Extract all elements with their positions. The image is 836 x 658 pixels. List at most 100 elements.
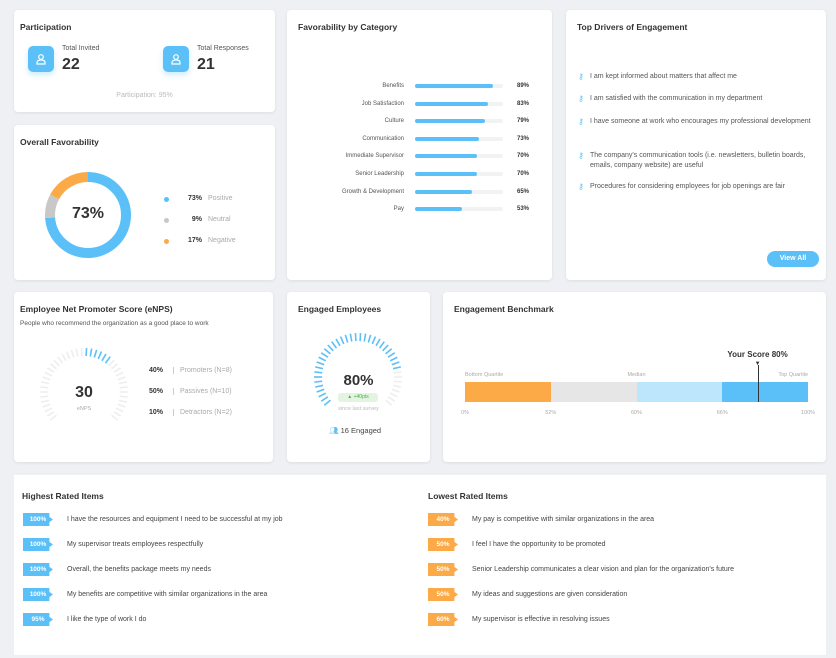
engaged-gauge (314, 333, 402, 406)
benchmark-label: Median (627, 372, 646, 378)
legend-label: Positive (208, 195, 233, 202)
category-bar (415, 172, 477, 176)
item-text: I feel I have the opportunity to be prom… (472, 541, 606, 548)
gauge-tick (387, 352, 396, 358)
gauge-tick (119, 395, 128, 398)
lowest-item: 60% My supervisor is effective in resolvi… (428, 613, 828, 626)
score-badge: 40% (428, 513, 458, 526)
gauge-tick (111, 414, 119, 421)
responses-label: Total Responses (197, 45, 249, 52)
enps-row-pct: 50% (149, 388, 164, 395)
category-bar (415, 154, 477, 159)
category-row: Pay 53% (287, 204, 552, 216)
driver-item[interactable]: ⚷ Procedures for considering employees fo… (578, 182, 813, 192)
enps-card: Employee Net Promoter Score (eNPS) Peopl… (14, 292, 273, 462)
gauge-tick (44, 371, 53, 377)
category-label: Culture (384, 118, 404, 125)
gauge-tick (382, 344, 389, 352)
category-label: Job Satisfaction (361, 100, 404, 107)
enps-row-label: Passives (N=10) (173, 388, 232, 395)
highest-item: 100% My benefits are competitive with sim… (23, 588, 423, 601)
gauge-tick (113, 367, 122, 373)
item-text: I have the resources and equipment I nee… (67, 516, 283, 523)
category-row: Culture 79% (287, 116, 552, 128)
gauge-tick (320, 396, 329, 402)
score-badge: 100% (23, 588, 53, 601)
category-value: 73% (517, 135, 530, 142)
benchmark-tick: 66% (716, 410, 728, 416)
engaged-change: +40pts (353, 394, 369, 400)
your-score-label: Your Score 80% (727, 350, 788, 359)
legend-pct: 9% (191, 216, 202, 223)
item-text: Overall, the benefits package meets my n… (67, 566, 211, 573)
gauge-tick (375, 338, 381, 347)
legend-pct: 73% (187, 195, 202, 202)
view-all-button[interactable]: View All (767, 251, 819, 267)
score-badge: 100% (23, 513, 53, 526)
driver-item[interactable]: ⚷ I am kept informed about matters that a… (578, 72, 813, 82)
gauge-tick (53, 359, 60, 367)
gauge-tick (314, 371, 323, 374)
driver-item[interactable]: ⚷ I have someone at work who encourages m… (578, 117, 813, 127)
category-row: Immediate Supervisor 70% (287, 151, 552, 163)
key-icon: ⚷ (578, 94, 584, 103)
enps-row: 40% Promoters (N=8) (149, 367, 232, 374)
category-bar-track (415, 84, 503, 88)
donut-segment-negative (45, 172, 131, 258)
category-bar (415, 207, 462, 212)
category-label: Immediate Supervisor (345, 153, 404, 160)
enps-subtitle: People who recommend the organization as… (20, 320, 209, 327)
responses-value: 21 (197, 56, 215, 73)
category-bar (415, 136, 480, 141)
score-badge: 50% (428, 563, 458, 576)
gauge-tick (46, 411, 55, 417)
score-badge: 100% (23, 538, 53, 551)
gauge-tick (316, 361, 325, 366)
category-bar-track (415, 154, 503, 159)
donut-segment-neutral (45, 172, 131, 258)
enps-score: 30 (75, 384, 93, 401)
enps-title: Employee Net Promoter Score (eNPS) (20, 304, 173, 314)
participation-title: Participation (20, 22, 72, 32)
benchmark-title: Engagement Benchmark (454, 304, 554, 314)
category-bar (415, 101, 489, 106)
gauge-tick (97, 351, 103, 360)
benchmark-tick: 52% (545, 410, 557, 416)
category-label: Communication (362, 135, 404, 142)
enps-row: 10% Detractors (N=2) (149, 409, 232, 416)
gauge-tick (387, 396, 396, 402)
gauge-tick (41, 381, 50, 385)
gauge-tick (314, 380, 323, 383)
gauge-tick (385, 399, 393, 406)
highest-title: Highest Rated Items (22, 491, 104, 501)
gauge-tick (315, 366, 324, 370)
participation-rate: Participation: 95% (116, 92, 173, 99)
driver-item[interactable]: ⚷ I am satisfied with the communication i… (578, 94, 813, 104)
category-bar-track (415, 136, 503, 141)
gauge-tick (392, 384, 401, 388)
enps-row-label: Detractors (N=2) (173, 409, 232, 416)
item-text: My supervisor treats employees respectfu… (67, 541, 204, 548)
category-value: 70% (517, 171, 530, 177)
gauge-tick (117, 403, 126, 408)
score-badge: 95% (23, 613, 53, 626)
score-marker (757, 365, 759, 402)
category-value: 53% (517, 206, 530, 213)
gauge-tick (318, 392, 327, 398)
driver-item[interactable]: ⚷ The company's communication tools (i.e.… (578, 151, 813, 171)
users-icon: 👥︎ (329, 426, 339, 435)
benchmark-tick: 60% (630, 410, 643, 416)
gauge-tick (42, 376, 51, 381)
gauge-tick (108, 359, 115, 367)
gauge-tick (46, 367, 55, 373)
gauge-tick (339, 336, 345, 345)
benchmark-label: Top Quartile (778, 372, 808, 378)
gauge-tick (389, 392, 398, 398)
gauge-tick (392, 366, 401, 370)
gauge-tick (323, 348, 331, 355)
engaged-change-caption: since last survey (338, 406, 379, 412)
category-value: 70% (517, 153, 530, 160)
benchmark-segment (465, 382, 551, 402)
category-label: Senior Leadership (355, 171, 404, 177)
driver-text: I have someone at work who encourages my… (590, 118, 811, 125)
